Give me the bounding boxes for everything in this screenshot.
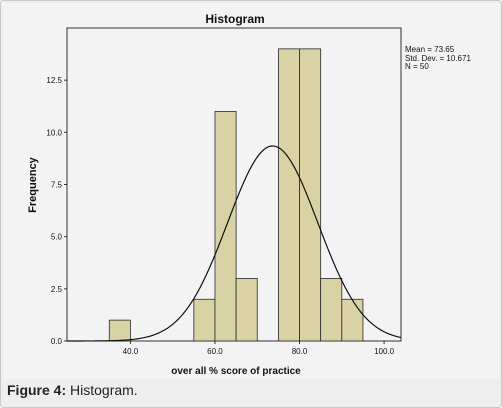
y-axis-label: Frequency <box>27 156 39 213</box>
histogram-bar-65-70 <box>235 277 258 342</box>
y-tick-label: 10.0 <box>46 128 62 137</box>
stats-sd: Std. Dev. = 10.671 <box>405 53 471 63</box>
histogram-bar-75-80 <box>277 48 300 342</box>
stats-n: N = 50 <box>405 62 429 71</box>
y-tick-label: 7.5 <box>51 181 63 190</box>
x-tick-label: 100.0 <box>374 347 395 356</box>
caption-label: Figure 4: <box>7 382 67 398</box>
histogram-bar-60-65 <box>214 111 237 342</box>
histogram-bar-35-40 <box>108 319 131 342</box>
chart-panel: Histogram 0.0 2.5 5.0 7.5 10.0 12.5 40.0 60.0 8… <box>3 3 499 379</box>
x-axis-label: over all % score of practice <box>171 366 301 377</box>
caption-text: Histogram. <box>66 382 138 398</box>
y-tick-label: 2.5 <box>51 285 63 294</box>
histogram-svg: Histogram 0.0 2.5 5.0 7.5 10.0 12.5 40.0 60.0 8… <box>27 12 402 377</box>
chart-title: Histogram <box>205 12 264 26</box>
y-tick-label: 5.0 <box>51 233 63 242</box>
stats-box: Mean = 73.65 Std. Dev. = 10.671 N = 50 <box>405 45 471 72</box>
x-tick-label: 80.0 <box>292 347 308 356</box>
histogram-bar-55-60 <box>193 298 216 342</box>
histogram-bar-80-85 <box>299 48 322 342</box>
histogram-bar-85-90 <box>320 277 343 342</box>
stats-mean: Mean = 73.65 <box>405 45 455 54</box>
x-tick-label: 40.0 <box>123 347 139 356</box>
figure-caption: Figure 4: Histogram. <box>7 382 138 398</box>
y-tick-label: 12.5 <box>46 76 62 85</box>
normal-curve <box>67 145 402 342</box>
histogram-bar-90-95 <box>341 298 364 342</box>
x-tick-label: 60.0 <box>207 347 223 356</box>
y-tick-label: 0.0 <box>51 337 63 346</box>
